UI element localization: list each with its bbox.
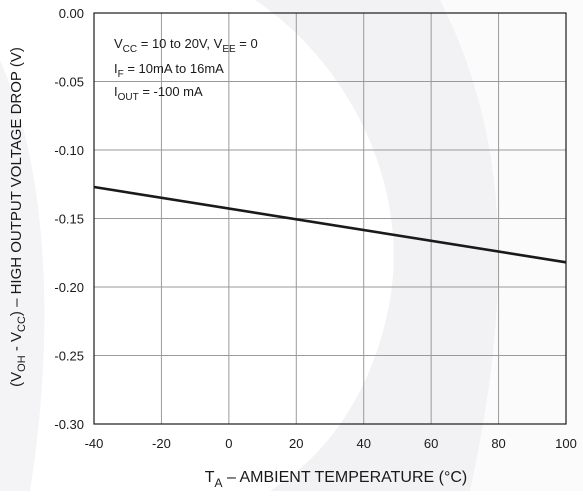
x-tick-label: 60 [424,436,438,451]
y-tick-label: -0.15 [54,212,84,227]
x-tick-label: 40 [356,436,370,451]
y-tick-label: -0.30 [54,417,84,432]
x-tick-label: 80 [491,436,505,451]
y-tick-label: -0.05 [54,75,84,90]
y-tick-label: -0.25 [54,349,84,364]
x-tick-label: 20 [289,436,303,451]
y-tick-labels: 0.00 -0.05 -0.10 -0.15 -0.20 -0.25 -0.30 [54,6,84,432]
y-tick-label: -0.10 [54,143,84,158]
annotation-line-1: VCC = 10 to 20V, VEE = 0 [114,36,258,55]
x-tick-label: -20 [152,436,171,451]
y-tick-label: -0.20 [54,280,84,295]
annotation-line-3: IOUT = -100 mA [114,84,203,103]
annotation-line-2: IF = 10mA to 16mA [114,61,224,80]
conditions-annotation: VCC = 10 to 20V, VEE = 0 IF = 10mA to 16… [114,36,258,103]
y-tick-label: 0.00 [59,6,84,21]
x-tick-label: -40 [85,436,104,451]
x-tick-label: 100 [555,436,577,451]
x-tick-label: 0 [225,436,232,451]
